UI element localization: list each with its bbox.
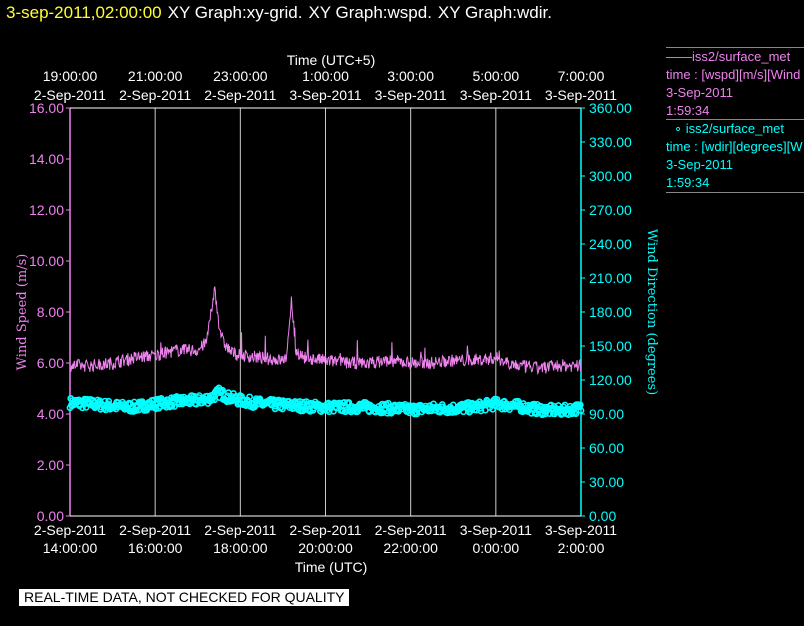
x-top-tick-date: 2-Sep-2011 [119,87,191,103]
y2-tick-label: 90.00 [589,406,624,422]
y2-tick-label: 330.00 [589,134,632,150]
x-axis-top-label: Time (UTC+5) [287,52,376,68]
x-tick-time: 0:00:00 [472,540,519,556]
y-tick-label: 14.00 [29,151,64,167]
wdir-point [105,397,113,405]
x-top-tick-date: 3-Sep-2011 [545,87,617,103]
y2-axis-label: Wind Direction (degrees) [644,229,659,395]
wdir-point [493,396,501,403]
x-tick-time: 18:00:00 [213,540,268,556]
x-top-tick-date: 2-Sep-2011 [34,87,106,103]
wdir-point [345,399,353,406]
x-axis-label: Time (UTC) [295,559,368,575]
series-wind-speed [69,286,582,376]
y-tick-label: 12.00 [29,202,64,218]
y-axis-label: Wind Speed (m/s) [15,254,30,371]
y-tick-label: 2.00 [37,457,64,473]
y-tick-label: 4.00 [37,406,64,422]
y2-tick-label: 60.00 [589,440,624,456]
wdir-point [219,386,226,394]
x-tick-date: 2-Sep-2011 [34,522,106,538]
y2-tick-label: 270.00 [589,202,632,218]
x-top-tick-date: 3-Sep-2011 [375,87,447,103]
y-tick-label: 16.00 [29,100,64,116]
legend-source: iss2/surface_met [685,121,785,136]
y2-tick-label: 150.00 [589,338,632,354]
y-tick-label: 6.00 [37,355,64,371]
legend-line-symbol: —— [666,49,692,64]
series-layer [66,286,585,419]
wdir-point [246,393,253,401]
x-tick-date: 2-Sep-2011 [204,522,276,538]
x-tick-time: 16:00:00 [128,540,183,556]
y2-tick-label: 210.00 [589,270,632,286]
legend-time: 1:59:34 [666,175,710,190]
y2-tick-label: 0.00 [589,508,616,524]
x-tick-date: 3-Sep-2011 [460,522,532,538]
x-top-tick-time: 1:00:00 [302,68,349,84]
x-top-tick-date: 3-Sep-2011 [460,87,532,103]
y2-tick-label: 120.00 [589,372,632,388]
x-top-tick-time: 7:00:00 [558,68,605,84]
x-top-tick-time: 21:00:00 [128,68,183,84]
x-tick-date: 2-Sep-2011 [119,522,191,538]
legend-time: 1:59:34 [666,103,710,118]
x-tick-date: 2-Sep-2011 [289,522,361,538]
wdir-point [82,403,90,411]
x-tick-time: 22:00:00 [383,540,438,556]
legend-field: time : [wdir][degrees][W [666,139,803,154]
wdir-point [572,410,580,418]
x-tick-date: 2-Sep-2011 [375,522,447,538]
y-tick-label: 0.00 [37,508,64,524]
header-graph-1: XY Graph:xy-grid. [167,3,303,22]
y2-tick-label: 300.00 [589,168,632,184]
y2-tick-label: 360.00 [589,100,632,116]
x-top-tick-date: 2-Sep-2011 [204,87,276,103]
wdir-point [170,403,178,410]
x-tick-date: 3-Sep-2011 [545,522,617,538]
legend-entry-wspd: ——iss2/surface_met time : [wspd][m/s][Wi… [666,47,804,120]
y2-tick-label: 240.00 [589,236,632,252]
wdir-point [279,405,286,413]
legend-point-symbol: ∘ [674,121,683,136]
series-wind-direction [66,384,585,419]
y-tick-label: 10.00 [29,253,64,269]
x-tick-time: 14:00:00 [43,540,98,556]
header-graph-2: XY Graph:wspd. [308,3,432,22]
wdir-point [577,407,585,415]
header-bar: 3-sep-2011,02:00:00 XY Graph:xy-grid. XY G… [6,3,552,23]
quality-warning: REAL-TIME DATA, NOT CHECKED FOR QUALITY [19,589,350,606]
x-tick-time: 20:00:00 [298,540,353,556]
x-top-tick-time: 19:00:00 [43,68,98,84]
legend-date: 3-Sep-2011 [666,85,733,100]
legend-entry-wdir: ∘ iss2/surface_met time : [wdir][degrees… [666,119,804,193]
header-graph-3: XY Graph:wdir. [437,3,552,22]
grid-lines [154,108,497,516]
y-tick-label: 8.00 [37,304,64,320]
legend-field: time : [wspd][m/s][Wind [666,67,801,82]
x-top-tick-time: 23:00:00 [213,68,268,84]
wdir-point [530,400,538,408]
header-timestamp: 3-sep-2011,02:00:00 [6,3,162,22]
x-top-tick-date: 3-Sep-2011 [289,87,361,103]
legend-source: iss2/surface_met [692,49,791,64]
y2-tick-label: 180.00 [589,304,632,320]
x-top-tick-time: 5:00:00 [472,68,519,84]
axes [66,107,585,517]
y2-tick-label: 30.00 [589,474,624,490]
x-tick-time: 2:00:00 [558,540,605,556]
wdir-point [341,399,348,406]
legend-date: 3-Sep-2011 [666,157,733,172]
tick-labels: 2-Sep-2011 14:00:00 19:00:00 2-Sep-2011 2-Se… [29,68,632,556]
x-top-tick-time: 3:00:00 [387,68,434,84]
